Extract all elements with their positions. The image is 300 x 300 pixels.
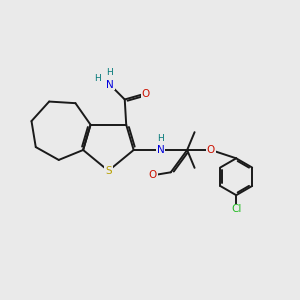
Text: H: H: [106, 68, 113, 76]
Text: H: H: [94, 74, 101, 82]
Text: N: N: [157, 145, 164, 155]
Text: Cl: Cl: [231, 204, 242, 214]
Text: N: N: [106, 80, 114, 90]
Text: S: S: [105, 166, 112, 176]
Text: O: O: [207, 145, 215, 155]
Text: H: H: [157, 134, 164, 143]
Text: O: O: [141, 88, 150, 98]
Text: O: O: [149, 170, 157, 180]
